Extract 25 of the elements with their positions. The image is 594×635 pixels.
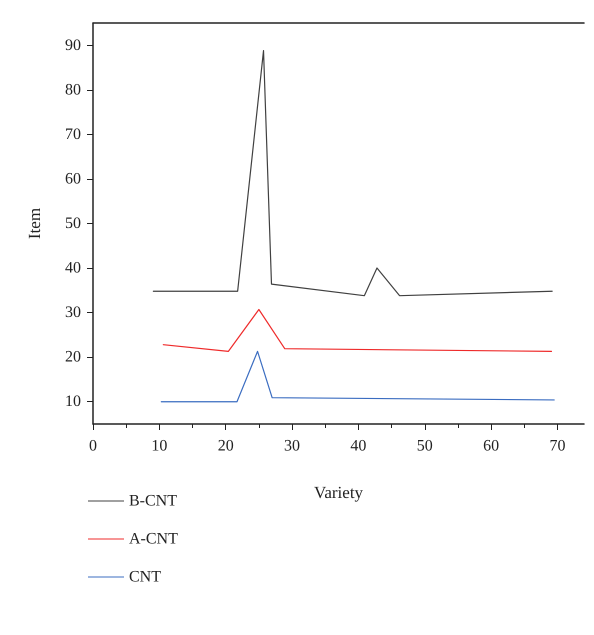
y-tick-label: 70 bbox=[65, 126, 81, 143]
legend-label: A-CNT bbox=[129, 530, 178, 548]
x-tick-label: 20 bbox=[218, 438, 234, 454]
y-tick-label: 30 bbox=[65, 304, 81, 322]
legend-label: CNT bbox=[129, 568, 162, 586]
line-series bbox=[162, 308, 552, 352]
line-series bbox=[160, 350, 555, 402]
y-tick-label: 40 bbox=[65, 260, 81, 277]
y-tick-label: 50 bbox=[65, 215, 81, 232]
x-tick-label: 10 bbox=[151, 438, 168, 454]
x-tick-label: 30 bbox=[284, 438, 300, 454]
y-tick-label: 20 bbox=[65, 348, 81, 366]
x-tick-label: 40 bbox=[350, 438, 366, 454]
x-tick-label: 50 bbox=[416, 438, 433, 454]
line-series bbox=[152, 50, 553, 296]
x-axis-title: Variety bbox=[314, 483, 364, 502]
y-tick-label: 80 bbox=[65, 81, 81, 98]
x-tick-label: 0 bbox=[89, 438, 97, 454]
y-tick-label: 10 bbox=[65, 393, 81, 410]
legend-label: B-CNT bbox=[129, 492, 178, 510]
y-tick-label: 90 bbox=[65, 36, 81, 54]
y-axis-title: Item bbox=[25, 208, 44, 240]
x-tick-label: 60 bbox=[483, 438, 500, 454]
x-tick-label: 70 bbox=[549, 438, 566, 454]
y-tick-label: 60 bbox=[65, 170, 81, 188]
